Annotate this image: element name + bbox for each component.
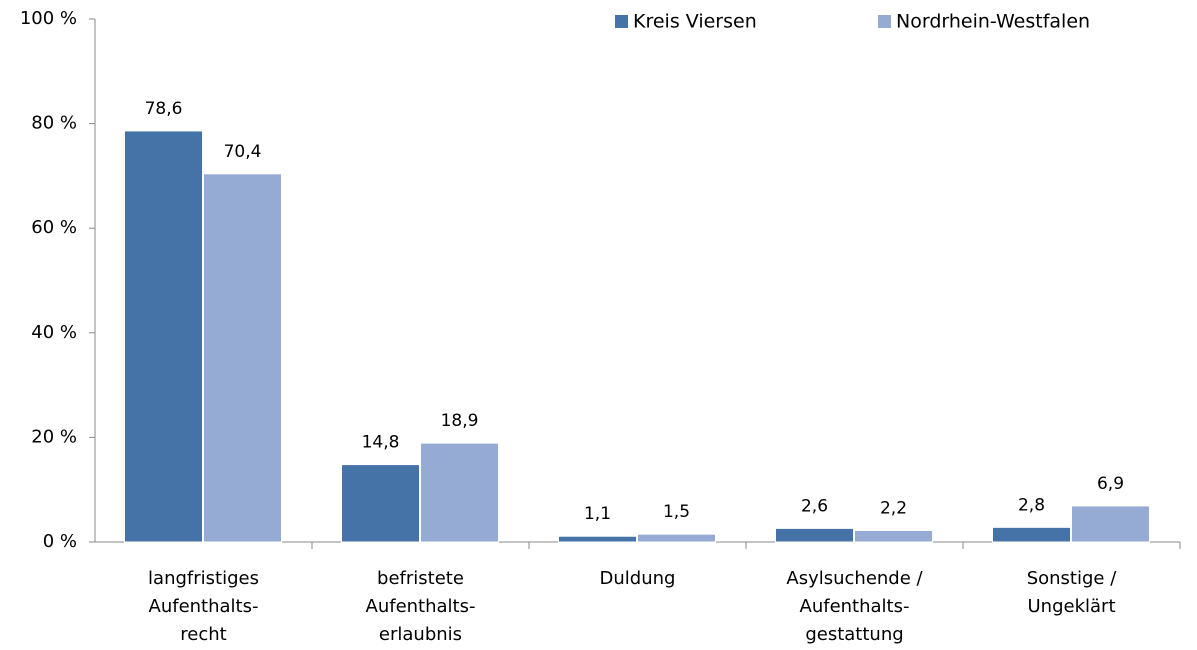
legend-swatch [615, 15, 628, 28]
bar [420, 442, 499, 543]
x-tick-label: befristete Aufenthalts-erlaubnis [366, 568, 476, 645]
x-tick-line: Sonstige / [1027, 568, 1118, 589]
value-label: 14,8 [362, 433, 400, 453]
x-tick-line: Asylsuchende / [786, 568, 923, 589]
bar [203, 173, 282, 543]
value-label: 2,6 [801, 496, 828, 516]
x-tick-line: Duldung [600, 568, 676, 589]
legend-label: Kreis Viersen [633, 11, 757, 33]
bar [1071, 505, 1150, 543]
x-tick-line: erlaubnis [379, 624, 462, 645]
y-tick-label: 20 % [31, 426, 77, 447]
value-label: 70,4 [224, 142, 262, 162]
y-tick-label: 100 % [20, 8, 77, 29]
x-tick-label: langfristiges Aufenthalts-recht [148, 568, 259, 645]
x-tick-line: befristete [377, 568, 464, 589]
x-tick-label: Asylsuchende / Aufenthalts-gestattung [786, 568, 923, 645]
value-label: 18,9 [441, 411, 479, 431]
legend-label: Nordrhein-Westfalen [896, 11, 1090, 33]
x-tick-line: Aufenthalts- [800, 596, 910, 617]
bar [637, 533, 716, 543]
y-tick-label: 40 % [31, 322, 77, 343]
value-label: 2,2 [880, 498, 907, 518]
y-tick-label: 80 % [31, 113, 77, 134]
bar [341, 464, 420, 543]
x-tick-line: gestattung [805, 624, 903, 645]
bar [854, 529, 933, 543]
bar [775, 527, 854, 543]
bar [558, 535, 637, 543]
x-tick-label: Sonstige / Ungeklärt [1027, 568, 1118, 617]
value-label: 78,6 [145, 99, 183, 119]
value-label: 2,8 [1018, 495, 1045, 515]
x-tick-line: Aufenthalts- [366, 596, 476, 617]
y-tick-label: 0 % [43, 531, 77, 552]
x-tick-label: Duldung [600, 568, 676, 589]
y-tick-label: 60 % [31, 217, 77, 238]
bar [124, 130, 203, 543]
x-tick-line: recht [180, 624, 226, 645]
bar [992, 526, 1071, 543]
value-label: 1,1 [584, 504, 611, 524]
x-tick-line: Aufenthalts- [149, 596, 259, 617]
legend-swatch [878, 15, 891, 28]
x-tick-line: langfristiges [148, 568, 259, 589]
value-label: 1,5 [663, 502, 690, 522]
x-tick-line: Ungeklärt [1028, 596, 1116, 617]
value-label: 6,9 [1097, 474, 1124, 494]
